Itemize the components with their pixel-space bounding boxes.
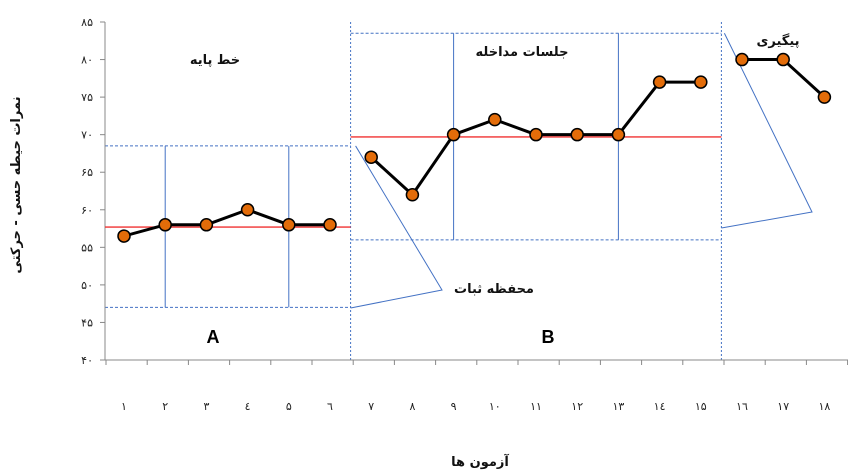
data-point xyxy=(446,127,461,142)
x-tick-label: ۵ xyxy=(286,400,292,413)
y-tick-label: ۴۵ xyxy=(81,316,93,329)
x-tick-label: ۱٤ xyxy=(654,400,666,413)
y-tick-label: ۵۰ xyxy=(81,279,93,292)
x-tick-label: ۱۳ xyxy=(612,400,624,413)
x-tick-label: ۸ xyxy=(409,400,415,413)
x-tick-label: ۹ xyxy=(451,400,457,413)
data-series xyxy=(117,52,832,243)
y-tick-label: ۶۵ xyxy=(81,166,93,179)
stability-callout-b xyxy=(721,33,813,229)
x-tick-label: ۱۵ xyxy=(695,400,707,413)
data-point xyxy=(611,127,626,142)
data-point xyxy=(652,75,667,89)
y-tick-label: ۴۰ xyxy=(81,354,93,367)
x-tick-label: ٦ xyxy=(327,400,333,413)
stability-label-a: محفظه ثبات xyxy=(454,282,534,297)
y-tick-label: ۷۵ xyxy=(81,91,93,104)
x-tick-label: ۳ xyxy=(203,400,209,413)
data-point xyxy=(735,52,749,67)
phase-label: خط پایه xyxy=(190,53,240,68)
x-tick-label: ۷ xyxy=(368,400,374,413)
y-tick-label: ۸۵ xyxy=(81,16,93,29)
x-tick-label: ۱۷ xyxy=(777,400,789,413)
data-point xyxy=(282,218,296,232)
stability-envelopes xyxy=(105,32,722,308)
data-point xyxy=(776,52,790,67)
x-tick-label: ۱۱ xyxy=(530,400,542,413)
y-tick-label: ۸۰ xyxy=(81,54,93,67)
phase-letter: B xyxy=(542,327,555,347)
phase-label: پیگیری xyxy=(756,33,799,49)
data-point xyxy=(199,218,214,232)
x-tick-label: ۱۸ xyxy=(818,400,830,413)
stability-callouts xyxy=(350,33,813,309)
y-axis-title: نمرات حیطه حسی - حرکتی xyxy=(9,96,24,273)
data-point xyxy=(405,188,420,202)
phase-label: جلسات مداخله xyxy=(476,45,569,60)
y-tick-label: ۷۰ xyxy=(81,129,93,142)
x-tick-label: ۱٦ xyxy=(736,400,748,413)
x-axis-title: آزمون ها xyxy=(451,453,509,470)
x-tick-label: ۲ xyxy=(162,400,168,413)
y-tick-label: ۶۰ xyxy=(81,204,93,217)
series-line xyxy=(123,208,330,238)
data-point xyxy=(488,112,502,127)
stability-callout-a xyxy=(350,145,443,309)
x-tick-label: ۱۲ xyxy=(571,400,583,413)
data-point xyxy=(117,229,131,243)
phase-letter: A xyxy=(207,327,220,347)
data-point xyxy=(158,218,172,232)
data-point xyxy=(570,127,584,142)
phase-mean-lines xyxy=(105,136,722,228)
data-point xyxy=(529,127,543,142)
data-point xyxy=(817,90,832,104)
data-point xyxy=(323,218,337,232)
data-point xyxy=(364,150,378,164)
x-tick-label: ۱ xyxy=(121,400,127,413)
phase-dividers xyxy=(350,22,722,360)
data-point xyxy=(694,75,708,89)
y-tick-label: ۵۵ xyxy=(81,241,93,254)
x-tick-label: ۱۰ xyxy=(489,400,501,413)
x-tick-label: ٤ xyxy=(245,400,251,413)
data-point xyxy=(240,203,255,217)
